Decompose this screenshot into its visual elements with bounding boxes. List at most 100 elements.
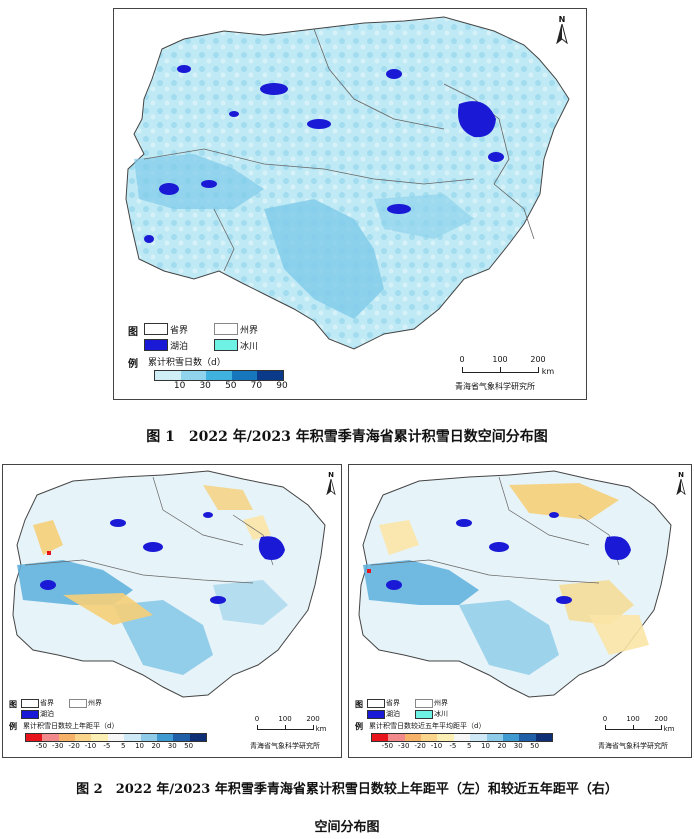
province-boundary-swatch — [21, 699, 39, 708]
ramp-tick-label: 20 — [497, 742, 507, 750]
scale-bar: 0 100 200 km — [255, 715, 335, 737]
north-label: N — [328, 471, 334, 479]
scale-tick-100: 100 — [278, 715, 292, 723]
province-boundary-swatch — [367, 699, 385, 708]
lake-label: 湖泊 — [170, 342, 189, 352]
scale-unit: km — [663, 725, 675, 733]
ramp-swatch-1 — [388, 734, 405, 741]
ramp-tick-label: 30 — [513, 742, 523, 750]
scale-tick-200: 200 — [654, 715, 668, 723]
legend-head-bottom: 例 — [9, 722, 17, 731]
figure-2-right-legend: 图 例 省界 州界 湖泊 冰川 累计积雪日数较近五年平均距平（d） -50 -30… — [355, 697, 565, 753]
legend-head-top: 图 — [9, 700, 17, 709]
ramp-tick-label: 20 — [151, 742, 161, 750]
figure-2-right-map — [358, 470, 672, 698]
province-boundary-swatch — [144, 323, 168, 335]
ramp-tick-label: 90 — [276, 381, 288, 391]
ramp-swatch-4 — [91, 734, 108, 741]
ramp-tick-label: -10 — [430, 742, 443, 750]
ramp-tick-label: 30 — [199, 381, 211, 391]
ramp-swatch-8 — [502, 734, 520, 741]
scale-tick-0: 0 — [254, 715, 260, 723]
province-boundary-label: 省界 — [170, 326, 189, 336]
ramp-tick-label: 50 — [530, 742, 540, 750]
institute-credit: 青海省气象科学研究所 — [250, 742, 320, 750]
ramp-tick-label: 10 — [173, 381, 186, 391]
ramp-swatch-0 — [26, 734, 43, 741]
figure-1-caption: 图 1 2022 年/2023 年积雪季青海省累计积雪日数空间分布图 — [146, 429, 548, 445]
ramp-swatch-3 — [231, 371, 258, 380]
north-label: N — [558, 15, 566, 24]
anomaly-ramp-title: 累计积雪日数较近五年平均距平（d） — [369, 722, 486, 730]
scale-bar: 0 100 200 km — [603, 715, 683, 737]
ramp-tick-label: 50 — [225, 381, 237, 391]
ramp-swatch-7 — [140, 734, 157, 741]
scale-tick-100: 100 — [626, 715, 640, 723]
figure-2-left-legend: 图 例 省界 州界 湖泊 累计积雪日数较上年距平（d） -50 -30 -20 -10… — [9, 697, 219, 753]
ramp-swatch-1 — [180, 371, 207, 380]
anomaly-ramp-title: 累计积雪日数较上年距平（d） — [23, 722, 119, 730]
ramp-tick-label: -30 — [52, 742, 64, 750]
ramp-swatch-3 — [75, 734, 92, 741]
glacier-swatch — [415, 710, 433, 719]
ramp-swatch-1 — [42, 734, 59, 741]
ramp-swatch-2 — [404, 734, 422, 741]
legend-head-bottom: 例 — [355, 722, 363, 731]
scale-unit: km — [541, 367, 555, 376]
ramp-swatch-10 — [189, 734, 206, 741]
legend-head-bottom: 例 — [128, 359, 138, 370]
scale-tick-200: 200 — [530, 355, 546, 364]
qinghai-outline — [125, 16, 570, 350]
anomaly-color-ramp — [25, 733, 207, 742]
ramp-tick-label: -5 — [103, 742, 111, 750]
ramp-swatch-0 — [372, 734, 389, 741]
prefecture-boundary-label: 州界 — [88, 699, 102, 707]
ramp-swatch-6 — [124, 734, 141, 741]
ramp-swatch-3 — [421, 734, 438, 741]
snow-days-ramp-ticks: 10 30 50 70 90 — [154, 381, 288, 391]
ramp-swatch-6 — [470, 734, 487, 741]
ramp-tick-label: -50 — [381, 742, 394, 750]
figure-1-legend: 图 例 省界 州界 湖泊 冰川 累计积雪日数（d） 10 30 50 70 90 — [128, 321, 288, 391]
figure-1-map — [125, 16, 570, 350]
ramp-tick-label: -20 — [68, 742, 80, 750]
glacier-swatch — [214, 339, 238, 351]
ramp-tick-label: 5 — [120, 742, 126, 750]
ramp-tick-label: 70 — [250, 381, 263, 391]
ramp-tick-label: -5 — [449, 742, 457, 750]
figure-2-right-map-frame: N 图 例 省界 州界 湖泊 冰川 累计积雪日数较近五年平均距平（d） -50-… — [348, 464, 692, 758]
figure-2-caption-line-2: 空间分布图 — [314, 820, 380, 835]
snow-days-color-ramp — [154, 370, 284, 381]
scale-tick-100: 100 — [492, 355, 508, 364]
ramp-swatch-0 — [155, 371, 181, 380]
ramp-tick-label: -50 — [35, 742, 48, 750]
prefecture-boundary-label: 州界 — [240, 326, 259, 336]
scale-tick-0: 0 — [602, 715, 608, 723]
ramp-tick-label: 50 — [184, 742, 194, 750]
north-arrow-icon — [556, 24, 568, 44]
prefecture-boundary-swatch — [214, 323, 238, 335]
prefecture-boundary-label: 州界 — [434, 699, 448, 707]
ramp-swatch-7 — [486, 734, 503, 741]
lake-label: 湖泊 — [40, 710, 54, 718]
ramp-swatch-9 — [519, 734, 536, 741]
province-boundary-label: 省界 — [386, 699, 400, 707]
north-arrow: N — [675, 471, 687, 495]
north-arrow: N — [325, 471, 337, 495]
figure-1-map-frame: N 图 例 省界 州界 湖泊 冰川 累计积雪日数（d） 10 30 50 70 90 0… — [113, 8, 587, 400]
ramp-tick-label: -20 — [414, 742, 426, 750]
snow-days-ramp-title: 累计积雪日数（d） — [148, 358, 226, 368]
ramp-swatch-8 — [156, 734, 174, 741]
prefecture-boundary-swatch — [69, 699, 87, 708]
ramp-swatch-9 — [173, 734, 190, 741]
north-arrow-icon — [326, 479, 336, 495]
figure-2-left-map — [12, 470, 326, 698]
ramp-tick-label: -30 — [398, 742, 410, 750]
glacier-label: 冰川 — [240, 342, 259, 352]
lake-swatch — [21, 710, 39, 719]
qinghai-outline — [358, 470, 672, 698]
north-label: N — [678, 471, 684, 479]
north-arrow-icon — [676, 479, 686, 495]
ramp-tick-label: 10 — [481, 742, 490, 750]
ramp-swatch-4 — [437, 734, 454, 741]
